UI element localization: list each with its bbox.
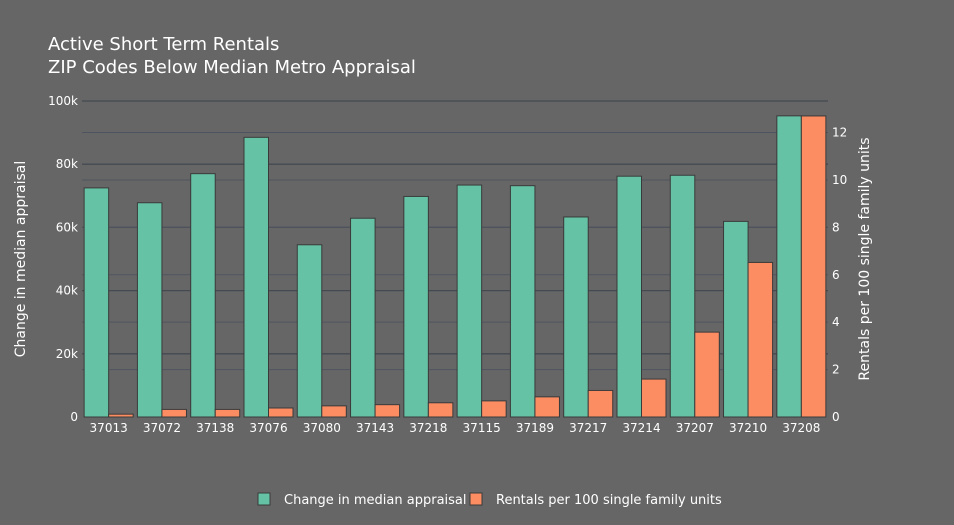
y2-tick-label: 10 [832, 173, 847, 187]
bar-rentals[interactable] [641, 378, 667, 418]
y2-tick-label: 8 [832, 220, 840, 234]
x-tick-label: 37115 [463, 421, 501, 435]
bar-rentals[interactable] [161, 408, 187, 418]
x-tick-label: 37208 [782, 421, 820, 435]
y2-axis-title: Rentals per 100 single family units [857, 137, 873, 380]
y2-tick-label: 0 [832, 410, 840, 424]
y2-tick-label: 4 [832, 315, 840, 329]
legend-label: Change in median appraisal [284, 493, 467, 508]
x-tick-label: 37218 [409, 421, 447, 435]
x-tick-label: 37189 [516, 421, 554, 435]
x-tick-label: 37080 [303, 421, 341, 435]
x-tick-label: 37210 [729, 421, 767, 435]
y2-tick-label: 2 [832, 363, 840, 377]
bar-median-appraisal[interactable] [296, 244, 323, 418]
y-axis-title: Change in median appraisal [13, 161, 29, 358]
x-tick-label: 37072 [143, 421, 181, 435]
y-tick-label: 20k [56, 347, 78, 361]
bar-median-appraisal[interactable] [456, 184, 483, 418]
x-tick-label: 37207 [676, 421, 714, 435]
y2-tick-label: 12 [832, 126, 847, 140]
legend-swatch-rentals[interactable] [469, 492, 483, 506]
bar-rentals[interactable] [534, 396, 560, 418]
y-tick-label: 0 [70, 410, 78, 424]
bar-rentals[interactable] [427, 402, 454, 418]
legend-swatch-median-appraisal[interactable] [257, 492, 271, 506]
bar-median-appraisal[interactable] [723, 220, 749, 418]
x-tick-label: 37138 [196, 421, 234, 435]
x-tick-label: 37143 [356, 421, 394, 435]
x-tick-label: 37013 [90, 421, 128, 435]
bar-median-appraisal[interactable] [616, 175, 643, 418]
bar-rentals[interactable] [214, 408, 241, 418]
bar-median-appraisal[interactable] [669, 174, 696, 418]
bar-median-appraisal[interactable] [403, 195, 429, 418]
bar-median-appraisal[interactable] [776, 115, 802, 418]
legend: Change in median appraisal Rentals per 10… [257, 492, 722, 508]
bar-rentals[interactable] [747, 261, 774, 418]
legend-label: Rentals per 100 single family units [496, 493, 722, 508]
bar-median-appraisal[interactable] [136, 202, 163, 418]
y-tick-label: 100k [48, 94, 78, 108]
bar-rentals[interactable] [321, 405, 347, 418]
chart-subtitle: ZIP Codes Below Median Metro Appraisal [48, 57, 416, 78]
bar-median-appraisal[interactable] [243, 136, 269, 418]
bar-rentals[interactable] [268, 407, 294, 418]
axes: 0 20k 40k 60k 80k 100k 0 2 4 6 8 10 12 37013 37072 3713… [48, 94, 847, 435]
x-tick-label: 37217 [569, 421, 607, 435]
bar-rentals[interactable] [374, 404, 401, 418]
bars [83, 115, 827, 418]
bar-median-appraisal[interactable] [563, 216, 589, 418]
bar-rentals[interactable] [108, 413, 134, 418]
x-tick-label: 37214 [622, 421, 660, 435]
bar-rentals[interactable] [694, 331, 720, 418]
y-tick-label: 80k [56, 157, 78, 171]
y-tick-label: 40k [56, 284, 78, 298]
bar-median-appraisal[interactable] [350, 217, 376, 418]
bar-median-appraisal[interactable] [83, 187, 110, 418]
y-tick-label: 60k [56, 220, 78, 234]
bar-median-appraisal[interactable] [509, 185, 536, 418]
bar-rentals[interactable] [587, 389, 614, 418]
bar-median-appraisal[interactable] [190, 173, 216, 418]
bar-rentals[interactable] [800, 115, 827, 418]
chart-title: Active Short Term Rentals [48, 34, 279, 55]
bar-rentals[interactable] [481, 400, 507, 418]
y2-tick-label: 6 [832, 268, 840, 282]
x-tick-label: 37076 [249, 421, 287, 435]
